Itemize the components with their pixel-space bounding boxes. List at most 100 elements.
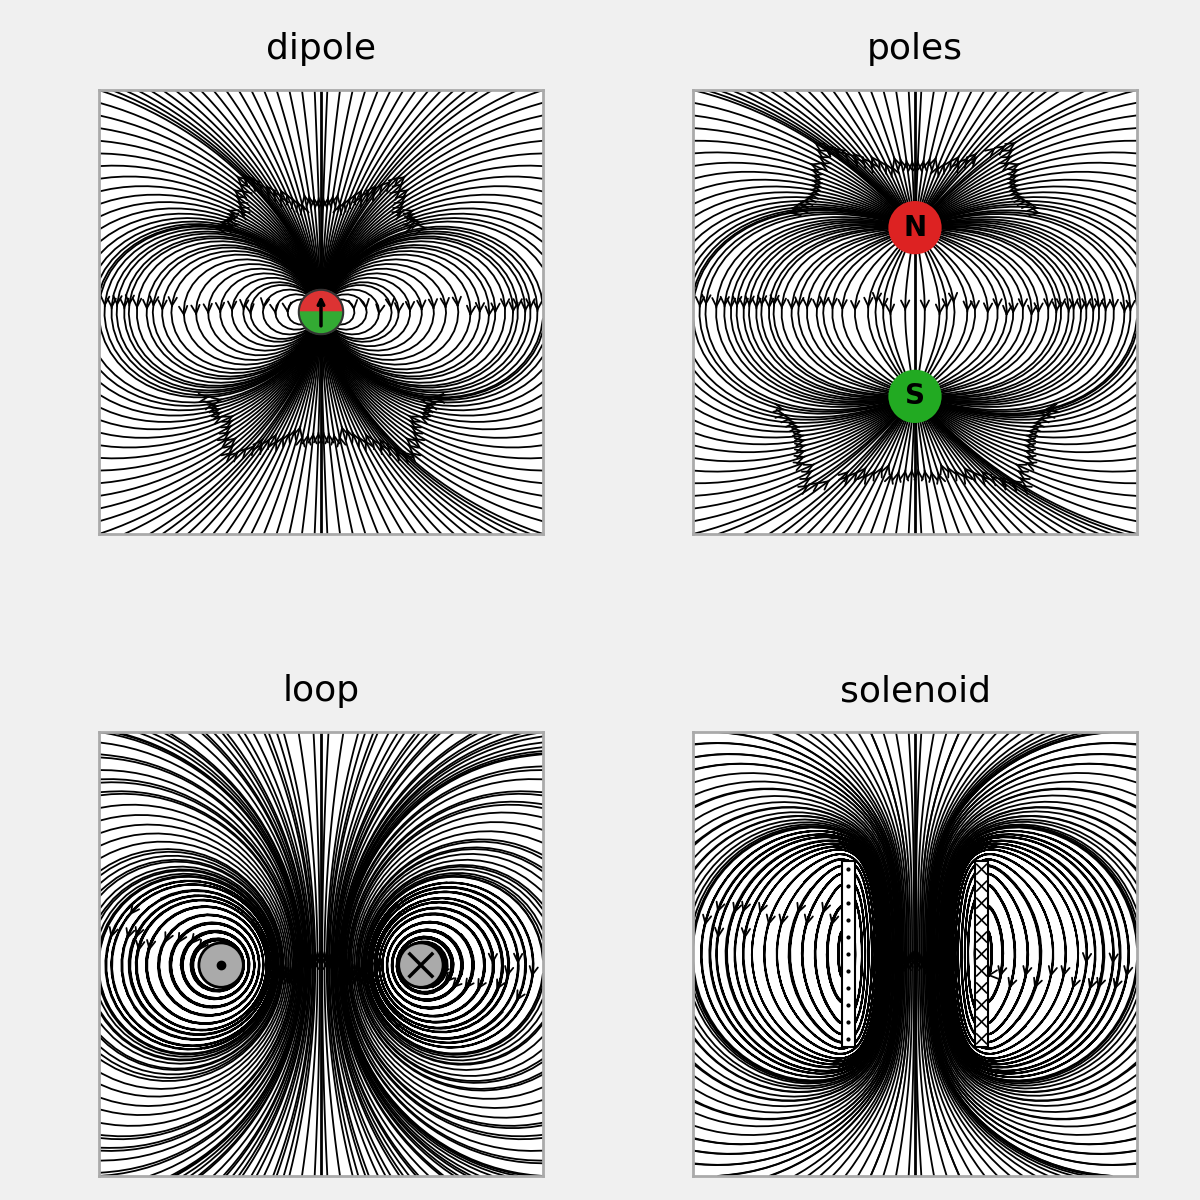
FancyArrowPatch shape [344, 973, 353, 984]
FancyArrowPatch shape [1110, 954, 1118, 964]
FancyArrowPatch shape [311, 197, 319, 208]
FancyArrowPatch shape [882, 955, 889, 965]
FancyArrowPatch shape [403, 454, 414, 463]
FancyArrowPatch shape [713, 298, 720, 308]
Circle shape [398, 943, 443, 988]
FancyArrowPatch shape [872, 293, 881, 304]
FancyArrowPatch shape [828, 299, 836, 308]
FancyArrowPatch shape [418, 300, 426, 310]
FancyArrowPatch shape [277, 968, 286, 978]
FancyArrowPatch shape [239, 211, 250, 220]
FancyArrowPatch shape [800, 478, 811, 486]
FancyArrowPatch shape [775, 409, 786, 418]
FancyArrowPatch shape [1034, 419, 1044, 427]
FancyArrowPatch shape [277, 967, 284, 977]
FancyArrowPatch shape [244, 175, 253, 185]
FancyArrowPatch shape [937, 952, 946, 961]
FancyArrowPatch shape [884, 952, 893, 961]
FancyArrowPatch shape [296, 436, 305, 446]
FancyArrowPatch shape [1025, 438, 1036, 446]
FancyArrowPatch shape [299, 948, 307, 958]
FancyArrowPatch shape [335, 947, 343, 956]
FancyArrowPatch shape [224, 218, 235, 227]
FancyArrowPatch shape [902, 960, 911, 970]
FancyArrowPatch shape [1019, 478, 1030, 486]
FancyArrowPatch shape [930, 958, 938, 967]
FancyArrowPatch shape [253, 444, 263, 454]
FancyArrowPatch shape [895, 959, 904, 968]
FancyArrowPatch shape [420, 397, 431, 406]
FancyArrowPatch shape [228, 301, 236, 311]
FancyArrowPatch shape [1097, 978, 1105, 989]
FancyArrowPatch shape [1031, 424, 1040, 431]
FancyArrowPatch shape [354, 965, 362, 974]
FancyArrowPatch shape [815, 143, 824, 151]
FancyArrowPatch shape [318, 952, 326, 961]
FancyArrowPatch shape [1006, 143, 1015, 151]
FancyArrowPatch shape [295, 935, 304, 944]
FancyArrowPatch shape [410, 426, 421, 434]
FancyArrowPatch shape [358, 967, 365, 977]
FancyArrowPatch shape [805, 914, 812, 925]
FancyArrowPatch shape [938, 961, 947, 971]
FancyArrowPatch shape [1046, 403, 1056, 412]
FancyArrowPatch shape [366, 190, 376, 200]
FancyArrowPatch shape [294, 974, 302, 984]
FancyArrowPatch shape [348, 194, 355, 204]
FancyArrowPatch shape [136, 941, 144, 952]
FancyArrowPatch shape [1028, 306, 1037, 314]
FancyArrowPatch shape [716, 901, 725, 912]
FancyArrowPatch shape [887, 956, 895, 966]
FancyArrowPatch shape [349, 300, 358, 308]
FancyArrowPatch shape [886, 959, 894, 968]
FancyArrowPatch shape [424, 971, 433, 978]
FancyArrowPatch shape [354, 196, 362, 206]
FancyArrowPatch shape [113, 295, 121, 306]
FancyArrowPatch shape [346, 973, 354, 983]
FancyArrowPatch shape [191, 934, 200, 943]
FancyArrowPatch shape [101, 296, 109, 306]
FancyArrowPatch shape [344, 965, 353, 974]
FancyArrowPatch shape [361, 966, 370, 976]
FancyArrowPatch shape [715, 928, 724, 937]
FancyArrowPatch shape [238, 202, 247, 210]
FancyArrowPatch shape [211, 416, 222, 424]
FancyArrowPatch shape [305, 949, 313, 960]
FancyArrowPatch shape [793, 433, 804, 440]
FancyArrowPatch shape [984, 304, 992, 312]
FancyArrowPatch shape [235, 196, 246, 205]
FancyArrowPatch shape [809, 482, 820, 491]
FancyArrowPatch shape [929, 956, 937, 966]
FancyArrowPatch shape [466, 978, 474, 989]
FancyArrowPatch shape [1019, 299, 1027, 308]
FancyArrowPatch shape [932, 953, 941, 962]
FancyArrowPatch shape [348, 965, 356, 974]
FancyArrowPatch shape [929, 157, 937, 168]
FancyArrowPatch shape [353, 973, 361, 983]
FancyArrowPatch shape [1003, 150, 1014, 158]
FancyArrowPatch shape [742, 901, 750, 912]
FancyArrowPatch shape [910, 952, 918, 961]
FancyArrowPatch shape [1114, 979, 1122, 990]
FancyArrowPatch shape [366, 434, 374, 444]
FancyArrowPatch shape [1102, 301, 1110, 311]
FancyArrowPatch shape [904, 161, 912, 170]
FancyArrowPatch shape [334, 204, 341, 215]
FancyArrowPatch shape [409, 415, 419, 424]
FancyArrowPatch shape [888, 955, 896, 965]
FancyArrowPatch shape [275, 970, 283, 979]
FancyArrowPatch shape [408, 445, 419, 454]
FancyArrowPatch shape [905, 956, 913, 967]
FancyArrowPatch shape [392, 211, 403, 220]
FancyArrowPatch shape [1052, 302, 1061, 312]
FancyArrowPatch shape [998, 966, 1007, 977]
FancyArrowPatch shape [223, 445, 234, 454]
FancyArrowPatch shape [227, 216, 238, 224]
FancyArrowPatch shape [895, 956, 904, 966]
FancyArrowPatch shape [308, 433, 317, 444]
FancyArrowPatch shape [1024, 966, 1032, 977]
FancyArrowPatch shape [272, 964, 281, 973]
FancyArrowPatch shape [434, 395, 445, 403]
FancyArrowPatch shape [287, 194, 294, 204]
FancyArrowPatch shape [500, 299, 509, 308]
